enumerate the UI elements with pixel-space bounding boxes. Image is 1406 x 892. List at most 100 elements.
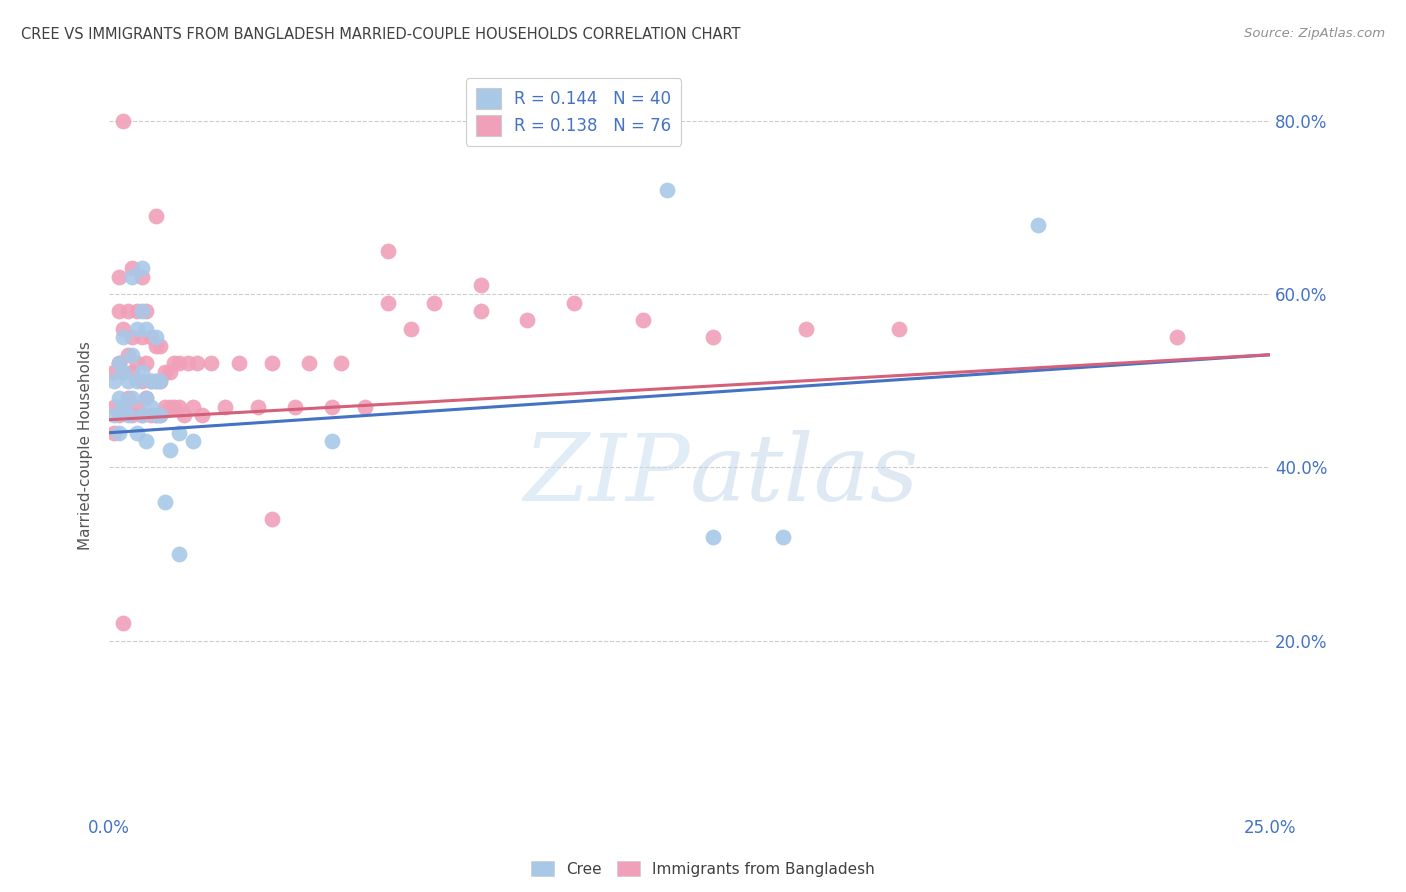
Point xyxy=(399,322,422,336)
Point xyxy=(131,365,153,379)
Point xyxy=(127,425,149,440)
Point xyxy=(353,400,375,414)
Point xyxy=(131,261,153,276)
Point xyxy=(470,278,492,293)
Text: ZIP: ZIP xyxy=(523,430,690,520)
Point xyxy=(145,374,167,388)
Point xyxy=(131,330,153,344)
Point xyxy=(107,304,129,318)
Point xyxy=(702,530,724,544)
Point xyxy=(135,434,157,449)
Point xyxy=(772,530,794,544)
Point xyxy=(149,409,172,423)
Point xyxy=(167,400,190,414)
Point xyxy=(377,295,399,310)
Y-axis label: Married-couple Households: Married-couple Households xyxy=(79,342,93,550)
Point xyxy=(516,313,538,327)
Point xyxy=(330,356,353,370)
Point xyxy=(702,330,724,344)
Point xyxy=(163,400,186,414)
Point xyxy=(139,330,162,344)
Point xyxy=(1166,330,1188,344)
Point xyxy=(284,400,307,414)
Point xyxy=(159,400,181,414)
Point xyxy=(260,512,283,526)
Point xyxy=(246,400,269,414)
Point xyxy=(181,434,204,449)
Point xyxy=(887,322,910,336)
Point xyxy=(159,365,181,379)
Point xyxy=(186,356,208,370)
Point xyxy=(121,269,143,284)
Point xyxy=(145,374,167,388)
Point xyxy=(107,356,129,370)
Point xyxy=(149,374,172,388)
Point xyxy=(117,348,139,362)
Point xyxy=(131,269,153,284)
Point xyxy=(562,295,585,310)
Point xyxy=(131,409,153,423)
Point xyxy=(167,356,190,370)
Text: CREE VS IMMIGRANTS FROM BANGLADESH MARRIED-COUPLE HOUSEHOLDS CORRELATION CHART: CREE VS IMMIGRANTS FROM BANGLADESH MARRI… xyxy=(21,27,741,42)
Point xyxy=(145,330,167,344)
Point xyxy=(121,330,143,344)
Point xyxy=(112,330,135,344)
Point xyxy=(112,400,135,414)
Point xyxy=(159,443,181,458)
Point xyxy=(423,295,446,310)
Point xyxy=(321,434,343,449)
Point xyxy=(107,409,129,423)
Point xyxy=(135,391,157,405)
Point xyxy=(163,356,186,370)
Point xyxy=(131,374,153,388)
Point xyxy=(103,425,125,440)
Point xyxy=(228,356,250,370)
Point xyxy=(167,547,190,561)
Point xyxy=(127,304,149,318)
Text: atlas: atlas xyxy=(690,430,920,520)
Point xyxy=(131,304,153,318)
Point xyxy=(121,348,143,362)
Point xyxy=(214,400,236,414)
Point xyxy=(121,261,143,276)
Point xyxy=(112,616,135,631)
Point xyxy=(107,356,129,370)
Point xyxy=(191,409,214,423)
Point xyxy=(200,356,222,370)
Point xyxy=(655,183,678,197)
Point xyxy=(145,409,167,423)
Point xyxy=(112,365,135,379)
Point xyxy=(153,365,176,379)
Point xyxy=(377,244,399,258)
Point xyxy=(321,400,343,414)
Point xyxy=(298,356,321,370)
Legend: Cree, Immigrants from Bangladesh: Cree, Immigrants from Bangladesh xyxy=(523,853,883,884)
Point xyxy=(117,304,139,318)
Point xyxy=(135,356,157,370)
Point xyxy=(1026,218,1049,232)
Point xyxy=(135,304,157,318)
Point xyxy=(145,409,167,423)
Point xyxy=(107,425,129,440)
Point xyxy=(121,409,143,423)
Point xyxy=(260,356,283,370)
Point xyxy=(181,400,204,414)
Point xyxy=(177,356,200,370)
Point xyxy=(127,374,149,388)
Point xyxy=(103,374,125,388)
Point xyxy=(117,409,139,423)
Point xyxy=(145,339,167,353)
Point xyxy=(107,269,129,284)
Point xyxy=(139,374,162,388)
Point xyxy=(103,409,125,423)
Point xyxy=(127,322,149,336)
Point xyxy=(149,409,172,423)
Point xyxy=(167,425,190,440)
Point xyxy=(135,391,157,405)
Point xyxy=(117,391,139,405)
Point xyxy=(153,495,176,509)
Point xyxy=(139,409,162,423)
Point xyxy=(135,322,157,336)
Point xyxy=(145,209,167,223)
Point xyxy=(103,400,125,414)
